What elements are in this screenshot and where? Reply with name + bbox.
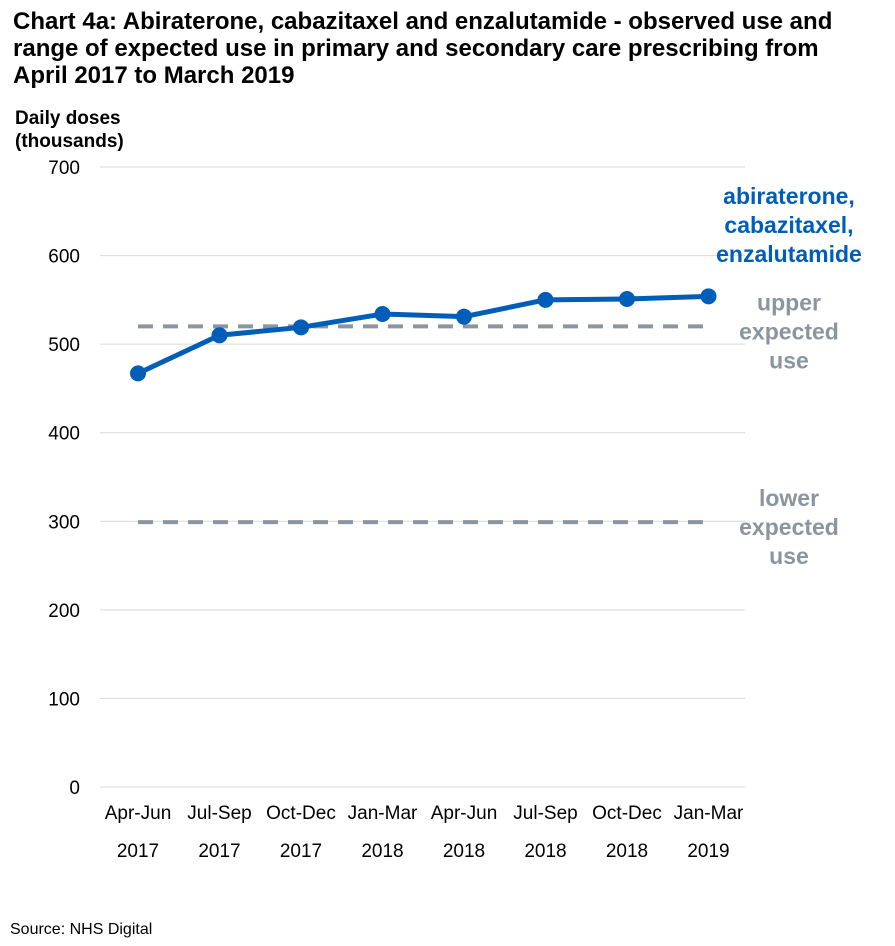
x-tick-label: 2018: [524, 841, 566, 862]
gridlines: [100, 166, 745, 788]
y-axis-label-line: (thousands): [15, 131, 124, 152]
reference-line-label: use: [769, 347, 809, 373]
chart-title: Chart 4a: Abiraterone, cabazitaxel and e…: [13, 8, 832, 89]
series-name-label: abiraterone,: [723, 183, 855, 209]
data-series: [130, 288, 717, 382]
y-tick-label: 300: [48, 512, 80, 533]
reference-line-label: lower: [759, 485, 819, 511]
y-axis-ticks: 0 100 200 300 400 500 600 700: [48, 158, 80, 799]
chart-title-line: range of expected use in primary and sec…: [13, 35, 819, 62]
x-tick-label: Jan-Mar: [674, 803, 744, 824]
x-tick-label: Jul-Sep: [513, 803, 577, 824]
series-line: [135, 293, 711, 376]
x-tick-label: 2017: [117, 841, 159, 862]
y-tick-label: 0: [69, 778, 80, 799]
reference-line-label: upper: [757, 289, 821, 315]
y-tick-label: 700: [48, 158, 80, 179]
x-tick-label: 2018: [606, 841, 648, 862]
data-point: [374, 306, 391, 323]
data-point: [293, 319, 309, 336]
x-tick-label: Apr-Jun: [105, 803, 172, 824]
series-labels: upper expected use lower expected use abirater…: [716, 183, 862, 569]
x-tick-label: 2018: [361, 841, 403, 862]
reference-lines: [138, 324, 709, 525]
data-point: [700, 288, 717, 305]
x-tick-label: Jul-Sep: [187, 803, 251, 824]
data-point: [130, 365, 146, 382]
reference-line-label: use: [769, 543, 809, 569]
chart-title-line: April 2017 to March 2019: [13, 62, 294, 89]
y-tick-label: 200: [48, 601, 80, 622]
y-axis-label: Daily doses(thousands): [15, 108, 124, 152]
x-tick-label: Apr-Jun: [431, 803, 498, 824]
source-note: Source: NHS Digital: [10, 921, 152, 938]
chart-title-line: Chart 4a: Abiraterone, cabazitaxel and e…: [13, 8, 832, 35]
x-tick-label: 2017: [198, 841, 240, 862]
x-tick-label: 2019: [687, 841, 729, 862]
series-name-label: cabazitaxel,: [724, 212, 853, 238]
x-tick-label: 2018: [443, 841, 485, 862]
y-tick-label: 500: [48, 335, 80, 356]
y-tick-label: 600: [48, 247, 80, 268]
reference-line-label: expected: [739, 514, 839, 540]
y-tick-label: 400: [48, 424, 80, 445]
data-point: [619, 290, 635, 307]
y-axis-label-line: Daily doses: [15, 108, 121, 129]
data-point: [537, 291, 554, 308]
x-tick-label: Jan-Mar: [348, 803, 418, 824]
data-point: [456, 308, 472, 325]
data-point: [211, 327, 228, 344]
x-tick-label: Oct-Dec: [266, 803, 336, 824]
series-name-label: enzalutamide: [716, 241, 862, 267]
x-tick-label: Oct-Dec: [592, 803, 662, 824]
x-axis-ticks: Apr-Jun 2017 Jul-Sep 2017 Oct-Dec 2017 Jan-Mar…: [105, 803, 744, 862]
reference-line-label: expected: [739, 318, 839, 344]
y-tick-label: 100: [48, 689, 80, 710]
x-tick-label: 2017: [280, 841, 322, 862]
